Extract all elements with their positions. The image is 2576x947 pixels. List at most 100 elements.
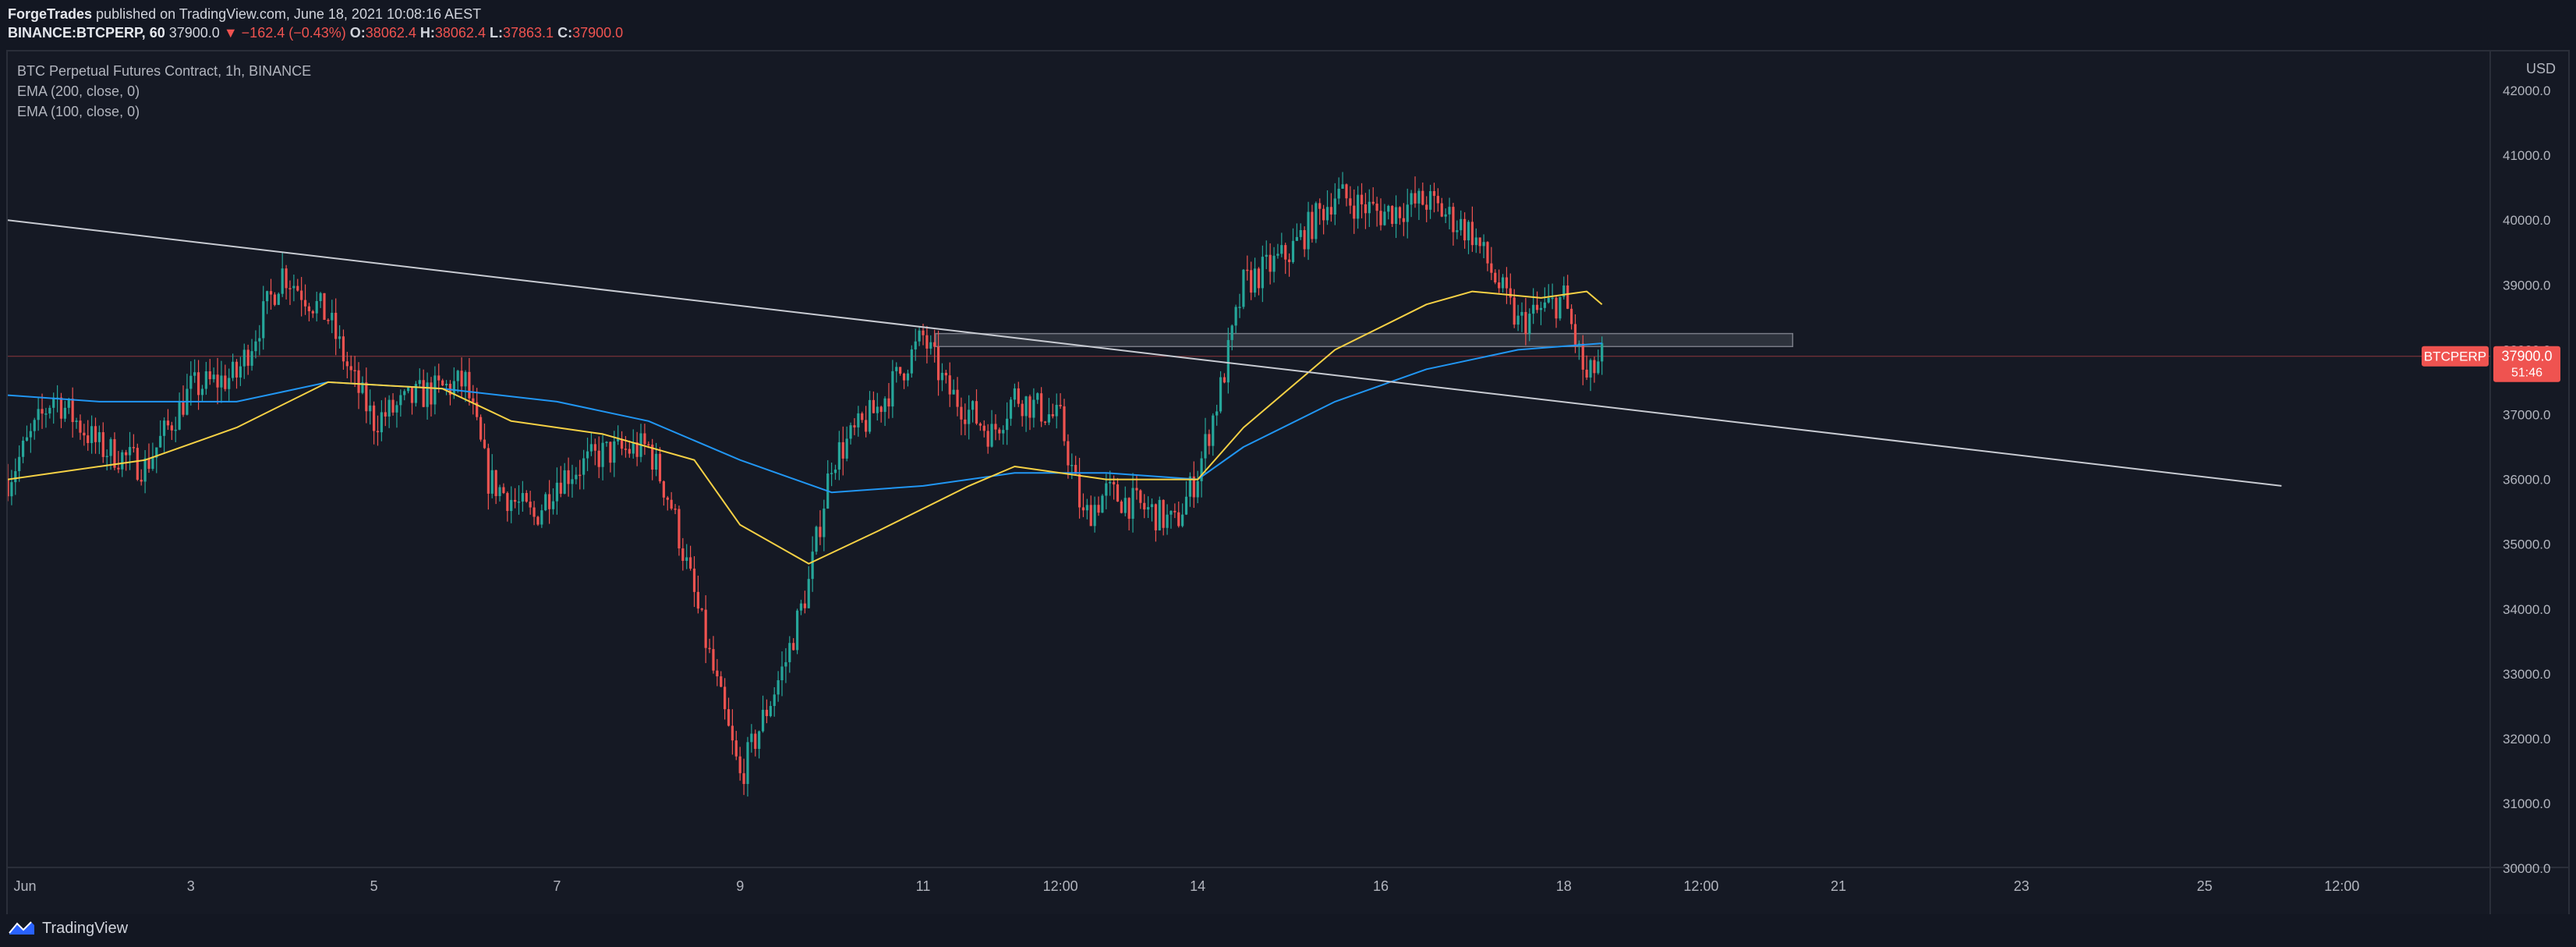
candle-body: [925, 335, 929, 349]
down-arrow-icon: ▼: [223, 25, 238, 41]
tradingview-logo[interactable]: TradingView: [8, 919, 128, 938]
candle-body: [1006, 418, 1009, 431]
candle-body: [978, 423, 982, 426]
time-tick-label: 7: [553, 878, 561, 894]
candle-body: [551, 501, 555, 509]
candle-body: [502, 487, 505, 494]
resistance-zone[interactable]: [935, 332, 1794, 347]
candle-body: [956, 389, 959, 407]
candle-body: [823, 508, 826, 537]
candle-body: [758, 731, 761, 750]
candle-body: [1177, 512, 1180, 527]
candle-body: [761, 709, 765, 732]
candle-body: [1200, 458, 1203, 481]
candle-body: [1204, 434, 1207, 459]
candle-body: [724, 686, 727, 710]
candle-body: [25, 437, 29, 441]
price-change: −162.4 (−0.43%): [241, 25, 346, 41]
chart-frame[interactable]: [6, 50, 2570, 917]
candle-body: [1280, 245, 1283, 254]
candle-body: [410, 387, 414, 403]
candle-body: [1116, 484, 1120, 502]
candle-body: [487, 448, 490, 494]
candle-body: [1585, 369, 1588, 378]
candle-body: [44, 413, 48, 415]
candle-body: [1425, 204, 1428, 210]
candle-body: [399, 395, 402, 406]
candle-body: [910, 349, 913, 374]
candle-body: [456, 371, 459, 381]
candle-body: [1486, 242, 1489, 264]
candle-body: [196, 372, 200, 395]
candle-body: [1067, 441, 1070, 466]
candle-body: [865, 420, 868, 432]
candle-body: [155, 447, 158, 458]
candle-body: [1505, 277, 1509, 289]
candle-body: [418, 380, 421, 385]
candle-body: [1440, 203, 1443, 217]
ema100-line[interactable]: [8, 290, 1603, 565]
candle-body: [208, 371, 211, 380]
candle-body: [1543, 302, 1546, 308]
candle-body: [883, 398, 886, 413]
candle-body: [479, 417, 483, 440]
publisher-name[interactable]: ForgeTrades: [8, 6, 93, 22]
low-label: L:: [489, 25, 503, 41]
candle-body: [422, 380, 425, 407]
candle-body: [338, 336, 341, 339]
candle-body: [105, 456, 108, 458]
candle-body: [1265, 254, 1268, 257]
candle-body: [1539, 307, 1543, 310]
candle-body: [151, 457, 154, 469]
candle-body: [738, 756, 741, 774]
candle-body: [948, 375, 951, 395]
legend-ema100[interactable]: EMA (100, close, 0): [17, 104, 140, 119]
candle-body: [1307, 211, 1310, 250]
candle-body: [162, 420, 166, 436]
candle-body: [1414, 193, 1417, 204]
candle-body: [685, 557, 688, 561]
legend-title[interactable]: BTC Perpetual Futures Contract, 1h, BINA…: [17, 63, 312, 79]
candle-body: [1166, 514, 1169, 528]
candle-body: [1513, 297, 1516, 325]
candle-body: [1077, 474, 1081, 508]
time-tick-label: 3: [187, 878, 195, 894]
candle-body: [216, 374, 219, 388]
candle-body: [1223, 377, 1226, 383]
descending-trendline[interactable]: [8, 219, 2282, 487]
candle-body: [193, 372, 196, 376]
candle-body: [94, 426, 97, 442]
price-tick-label: 41000.0: [2503, 148, 2550, 163]
candle-body: [533, 507, 536, 517]
candle-body: [936, 346, 940, 381]
candle-body: [929, 342, 932, 349]
candle-body: [712, 649, 715, 671]
candle-body: [670, 499, 673, 509]
candle-body: [589, 444, 593, 452]
candle-body: [1036, 393, 1039, 400]
candle-body: [990, 424, 993, 447]
candle-body: [837, 442, 840, 470]
legend-ema200[interactable]: EMA (200, close, 0): [17, 83, 140, 99]
candle-body: [968, 410, 971, 424]
candle-body: [666, 497, 669, 500]
candle-body: [1188, 476, 1192, 497]
candle-body: [597, 450, 600, 467]
candle-body: [87, 435, 90, 443]
candle-body: [166, 420, 170, 426]
ema200-line[interactable]: [8, 342, 1602, 494]
symbol-tag-text: BTCPERP: [2424, 349, 2486, 364]
close-value: 37900.0: [572, 25, 624, 41]
candle-body: [994, 424, 997, 430]
candle-body: [593, 444, 596, 451]
candle-body: [731, 725, 734, 741]
candle-body: [1474, 237, 1477, 246]
candle-body: [872, 399, 876, 413]
candle-body: [1364, 204, 1368, 214]
candle-body: [1463, 218, 1467, 241]
candle-body: [63, 407, 66, 419]
candle-body: [75, 420, 78, 423]
candle-body: [567, 470, 570, 484]
candle-body: [899, 367, 902, 374]
